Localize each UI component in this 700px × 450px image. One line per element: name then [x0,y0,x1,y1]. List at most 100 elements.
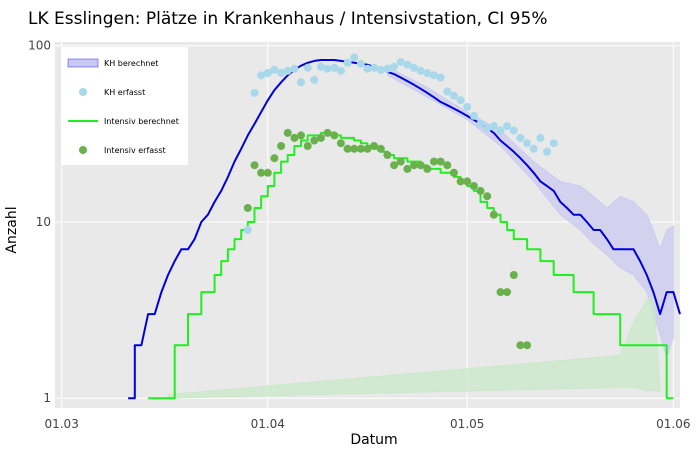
data-point [330,131,339,140]
data-point [516,133,525,142]
data-point [297,78,305,87]
data-point [543,147,551,156]
data-point [410,63,418,72]
legend-label: Intensiv erfasst [104,146,166,155]
data-point [503,122,512,131]
data-point [257,71,266,80]
data-point [303,63,312,72]
confidence-bands [167,66,674,399]
data-point [456,96,465,105]
data-point [536,133,545,142]
data-point [363,144,372,153]
data-point [283,66,292,75]
legend-dot-symbol [79,88,87,96]
data-point [336,139,345,148]
data-point [403,164,412,173]
x-tick-label: 01.03 [44,417,78,431]
y-tick-label: 100 [28,39,51,53]
x-tick-label: 01.04 [251,417,285,431]
data-point [476,119,485,128]
data-point [303,142,312,150]
data-point [549,139,558,148]
legend: KH berechnet KH erfasst Intensiv berechnet… [62,47,188,165]
data-point [449,91,458,100]
data-point [396,57,405,66]
data-point [489,122,498,131]
data-point [509,271,518,279]
data-point [243,204,252,212]
data-point [463,177,472,186]
data-point [250,88,259,97]
data-point [283,128,292,137]
data-point [403,60,412,69]
data-point [436,73,445,82]
data-point [516,341,525,350]
data-point [383,151,392,159]
data-point [323,64,332,73]
data-point [496,126,505,135]
data-point [390,161,399,170]
data-point [410,161,418,170]
data-point [443,161,452,170]
data-point [443,87,452,96]
legend-label: Intensiv berechnet [104,117,179,126]
data-point [496,288,505,297]
data-point [310,75,319,84]
data-point [430,71,438,80]
data-point [456,177,465,186]
y-tick-label: 1 [43,391,51,405]
data-point [290,133,299,142]
data-point [317,133,325,142]
chart-title: LK Esslingen: Plätze in Krankenhaus / In… [28,9,547,29]
data-point [277,69,286,77]
data-point [297,131,305,140]
data-point [350,53,359,62]
x-axis-label: Datum [350,432,397,448]
data-point [463,102,472,111]
data-point [317,62,325,71]
data-point [436,157,445,166]
confidence-band [167,295,661,399]
data-point [383,64,392,73]
data-point [336,66,345,75]
data-point [483,124,492,133]
data-point [449,168,458,177]
legend-band-symbol [67,58,99,68]
data-point [476,186,485,195]
y-axis-ticks: 1 10 100 [28,39,51,405]
data-point [370,142,379,150]
data-point [250,161,259,170]
data-point [483,192,492,201]
data-point [310,136,319,145]
data-point [356,59,365,68]
series-points [243,53,558,350]
data-point [396,157,405,166]
data-point [523,341,532,350]
series-line [128,59,681,400]
legend-label: KH berechnet [104,59,158,68]
data-point [363,64,372,73]
y-tick-label: 10 [36,215,51,229]
data-point [529,144,538,153]
data-point [243,226,252,234]
data-point [489,210,498,219]
data-point [376,65,385,74]
data-point [257,168,266,177]
data-point [263,168,272,177]
data-point [270,65,279,74]
confidence-band [386,66,674,359]
x-tick-label: 01.05 [450,417,484,431]
data-point [469,182,478,190]
data-point [370,63,379,72]
data-point [390,62,399,71]
data-point [290,64,299,73]
data-point [416,161,425,170]
data-point [503,288,512,297]
data-point [343,58,352,67]
data-point [469,111,478,120]
data-point [343,144,352,153]
legend-dot-symbol [79,146,87,154]
data-point [330,63,339,72]
data-point [356,144,365,153]
